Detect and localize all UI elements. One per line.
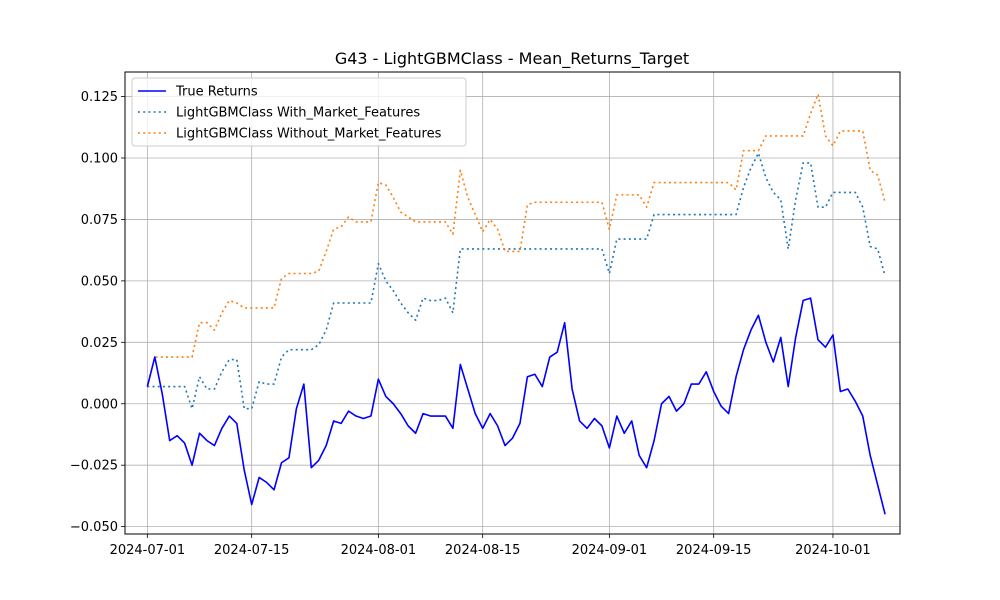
x-tick-label: 2024-08-01 xyxy=(341,543,417,558)
grid-lines xyxy=(125,72,900,534)
y-axis: −0.050 −0.025 0.000 0.025 0.050 0.075 0.100 0.1… xyxy=(70,90,125,535)
legend-label: LightGBMClass Without_Market_Features xyxy=(176,127,442,142)
y-tick-label: 0.000 xyxy=(81,397,118,412)
x-tick-label: 2024-07-01 xyxy=(110,543,186,558)
y-tick-label: 0.125 xyxy=(81,90,118,105)
y-tick-label: 0.025 xyxy=(81,336,118,351)
x-tick-label: 2024-09-01 xyxy=(572,543,648,558)
legend: True Returns LightGBMClass With_Market_Fe… xyxy=(131,77,467,147)
plot-area-frame xyxy=(124,71,901,535)
y-tick-label: 0.050 xyxy=(81,274,118,289)
x-tick-label: 2024-09-15 xyxy=(676,543,752,558)
series-layer xyxy=(146,93,886,515)
y-tick-label: 0.100 xyxy=(81,152,118,167)
series-line-0 xyxy=(146,297,886,515)
legend-label: LightGBMClass With_Market_Features xyxy=(176,106,420,121)
x-tick-label: 2024-08-15 xyxy=(445,543,521,558)
y-tick-label: −0.050 xyxy=(70,520,118,535)
y-tick-label: −0.025 xyxy=(70,459,118,474)
x-tick-label: 2024-07-15 xyxy=(214,543,290,558)
legend-box xyxy=(131,77,467,147)
series-line-1 xyxy=(147,152,886,410)
chart-title: G43 - LightGBMClass - Mean_Returns_Targe… xyxy=(335,49,689,69)
y-tick-label: 0.075 xyxy=(81,213,118,228)
x-axis: 2024-07-01 2024-07-15 2024-08-01 2024-08-15… xyxy=(110,534,871,558)
legend-label: True Returns xyxy=(175,85,258,100)
x-tick-label: 2024-10-01 xyxy=(795,543,871,558)
